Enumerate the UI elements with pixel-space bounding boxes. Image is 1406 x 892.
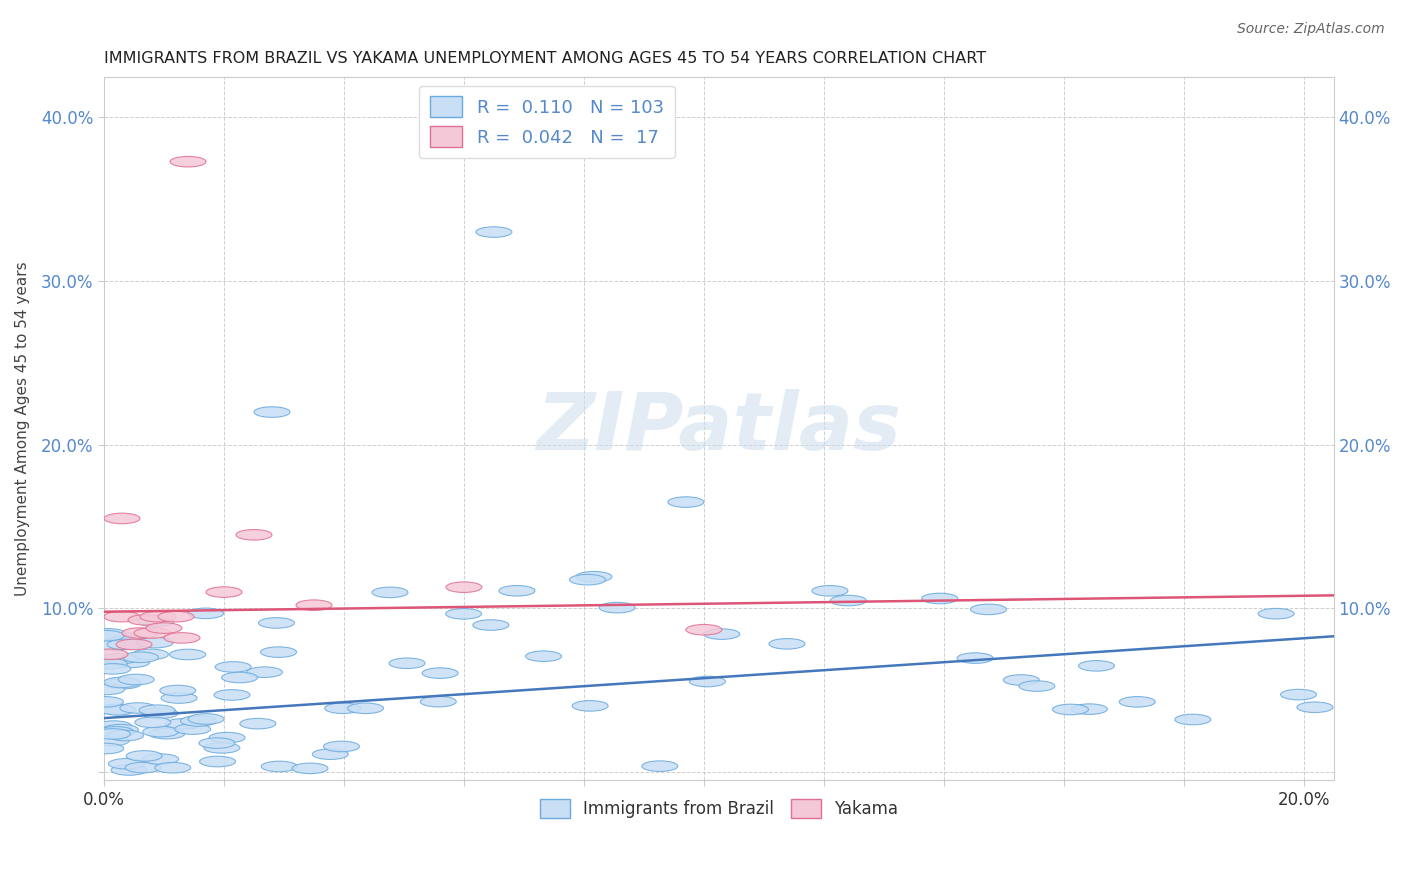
Y-axis label: Unemployment Among Ages 45 to 54 years: Unemployment Among Ages 45 to 54 years bbox=[15, 261, 30, 596]
Legend: Immigrants from Brazil, Yakama: Immigrants from Brazil, Yakama bbox=[533, 792, 904, 825]
Text: ZIPatlas: ZIPatlas bbox=[536, 390, 901, 467]
Text: IMMIGRANTS FROM BRAZIL VS YAKAMA UNEMPLOYMENT AMONG AGES 45 TO 54 YEARS CORRELAT: IMMIGRANTS FROM BRAZIL VS YAKAMA UNEMPLO… bbox=[104, 51, 986, 66]
Text: Source: ZipAtlas.com: Source: ZipAtlas.com bbox=[1237, 22, 1385, 37]
